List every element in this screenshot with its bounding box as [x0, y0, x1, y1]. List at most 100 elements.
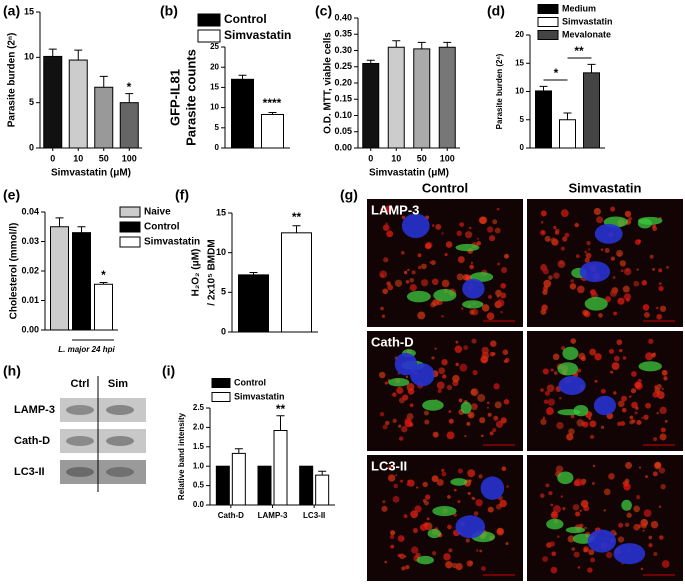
- red-signal: [418, 265, 422, 270]
- error-bar: [48, 48, 57, 57]
- red-signal: [648, 543, 653, 548]
- red-signal: [593, 207, 601, 216]
- y-tick-label: 15: [216, 207, 226, 217]
- red-signal: [552, 353, 560, 361]
- y-axis-label: Cholesterol (mmol/l): [9, 223, 20, 320]
- error-bar: [417, 41, 426, 49]
- red-signal: [411, 270, 416, 275]
- error-bar: [55, 217, 64, 227]
- green-signal: [406, 290, 431, 303]
- red-signal: [384, 560, 388, 564]
- annotation: *: [127, 80, 132, 94]
- red-signal: [409, 283, 417, 292]
- red-signal: [560, 495, 563, 498]
- legend-swatch: [197, 13, 221, 27]
- red-signal: [486, 401, 490, 405]
- red-signal: [642, 529, 645, 532]
- band: [106, 436, 134, 446]
- red-signal: [392, 495, 400, 503]
- y-tick-label: 0.04: [21, 206, 39, 216]
- red-signal: [661, 369, 668, 376]
- nucleus: [410, 363, 435, 387]
- red-signal: [636, 419, 642, 426]
- red-signal: [466, 421, 471, 426]
- red-signal: [587, 567, 593, 573]
- red-signal: [441, 359, 448, 366]
- red-signal: [626, 512, 632, 518]
- y-tick-label: 5: [221, 287, 226, 297]
- red-signal: [653, 551, 658, 556]
- red-signal: [381, 314, 386, 318]
- red-signal: [390, 544, 395, 549]
- y-tick-label: 0.03: [21, 236, 39, 246]
- y-tick-label: 25: [210, 42, 219, 51]
- nucleus: [613, 543, 646, 565]
- green-signal: [460, 401, 472, 414]
- red-signal: [390, 530, 396, 536]
- x-tick-label: 10: [391, 153, 401, 163]
- red-signal: [635, 406, 639, 410]
- red-signal: [540, 210, 547, 217]
- red-signal: [613, 355, 620, 362]
- red-signal: [456, 273, 464, 281]
- red-signal: [661, 560, 670, 568]
- y-tick-label: 0.20: [334, 77, 352, 87]
- red-signal: [379, 270, 388, 279]
- red-signal: [659, 305, 667, 312]
- panel-label: (a): [3, 3, 20, 19]
- red-signal: [544, 235, 551, 242]
- red-signal: [500, 310, 503, 314]
- red-signal: [448, 548, 453, 553]
- bar: [315, 474, 330, 506]
- red-signal: [656, 383, 662, 390]
- y-axis-label: Parasite burden (2ⁿ): [495, 53, 504, 129]
- band: [66, 405, 94, 415]
- y-tick-label: 0.00: [21, 324, 39, 334]
- red-signal: [473, 404, 478, 408]
- red-signal: [542, 268, 549, 275]
- red-signal: [476, 549, 479, 552]
- red-signal: [386, 230, 394, 238]
- x-axis-label: Simvastatin (μM): [51, 168, 131, 179]
- y-tick-label: 0: [221, 326, 226, 336]
- red-signal: [555, 465, 564, 473]
- red-signal: [479, 417, 486, 424]
- red-signal: [467, 469, 476, 478]
- red-signal: [454, 345, 463, 353]
- red-signal: [548, 491, 553, 496]
- red-signal: [481, 346, 489, 355]
- y-tick-label: 15: [210, 83, 219, 92]
- red-signal: [592, 464, 596, 468]
- red-signal: [459, 363, 468, 372]
- red-signal: [394, 279, 403, 287]
- green-signal: [621, 499, 632, 511]
- red-signal: [576, 285, 585, 294]
- red-signal: [488, 294, 493, 299]
- red-signal: [416, 486, 419, 489]
- red-signal: [382, 424, 388, 430]
- red-signal: [619, 348, 623, 353]
- red-signal: [658, 282, 662, 286]
- error-bar: [318, 470, 327, 476]
- blot-row: LC3-II: [14, 466, 45, 478]
- red-signal: [550, 368, 554, 372]
- red-signal: [636, 495, 641, 500]
- red-signal: [472, 370, 478, 376]
- nucleus: [394, 352, 418, 376]
- red-signal: [501, 466, 507, 472]
- y-tick-label: 0: [520, 143, 525, 152]
- error-bar: [276, 415, 285, 431]
- red-signal: [384, 420, 390, 426]
- green-signal: [637, 218, 653, 229]
- red-signal: [629, 415, 634, 420]
- red-signal: [496, 207, 500, 211]
- red-signal: [651, 353, 656, 358]
- red-signal: [643, 312, 650, 318]
- red-signal: [472, 497, 476, 500]
- red-signal: [603, 488, 611, 496]
- y-tick-label: 0: [29, 142, 34, 152]
- red-signal: [542, 231, 545, 234]
- bar: [273, 430, 288, 506]
- red-signal: [400, 479, 404, 483]
- red-signal: [557, 535, 560, 538]
